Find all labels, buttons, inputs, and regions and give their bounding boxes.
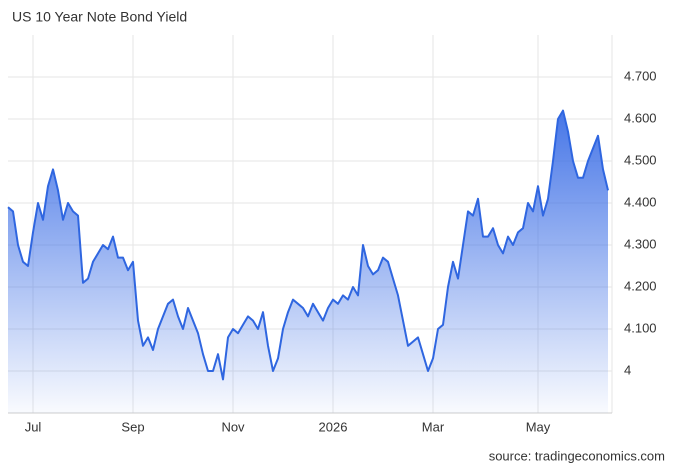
y-tick-label: 4.100 [624, 320, 657, 335]
y-tick-label: 4.300 [624, 236, 657, 251]
x-tick-label: Nov [221, 419, 245, 434]
y-tick-label: 4.400 [624, 194, 657, 209]
x-tick-label: Mar [422, 419, 445, 434]
area-fill [8, 110, 608, 413]
y-tick-label: 4.200 [624, 278, 657, 293]
x-tick-label: May [526, 419, 551, 434]
y-tick-label: 4.600 [624, 110, 657, 125]
x-tick-label: Jul [25, 419, 42, 434]
source-note: source: tradingeconomics.com [489, 448, 665, 463]
y-tick-label: 4.700 [624, 68, 657, 83]
x-tick-label: 2026 [319, 419, 348, 434]
chart-title: US 10 Year Note Bond Yield [12, 9, 187, 25]
x-tick-label: Sep [121, 419, 144, 434]
line [7, 109, 609, 381]
y-tick-label: 4.500 [624, 152, 657, 167]
y-tick-label: 4 [624, 362, 631, 377]
